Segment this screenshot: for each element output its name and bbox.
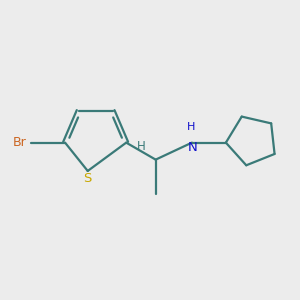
Text: S: S: [83, 172, 92, 185]
Text: H: H: [136, 140, 145, 152]
Text: N: N: [188, 141, 198, 154]
Text: Br: Br: [13, 136, 27, 149]
Text: H: H: [187, 122, 195, 132]
